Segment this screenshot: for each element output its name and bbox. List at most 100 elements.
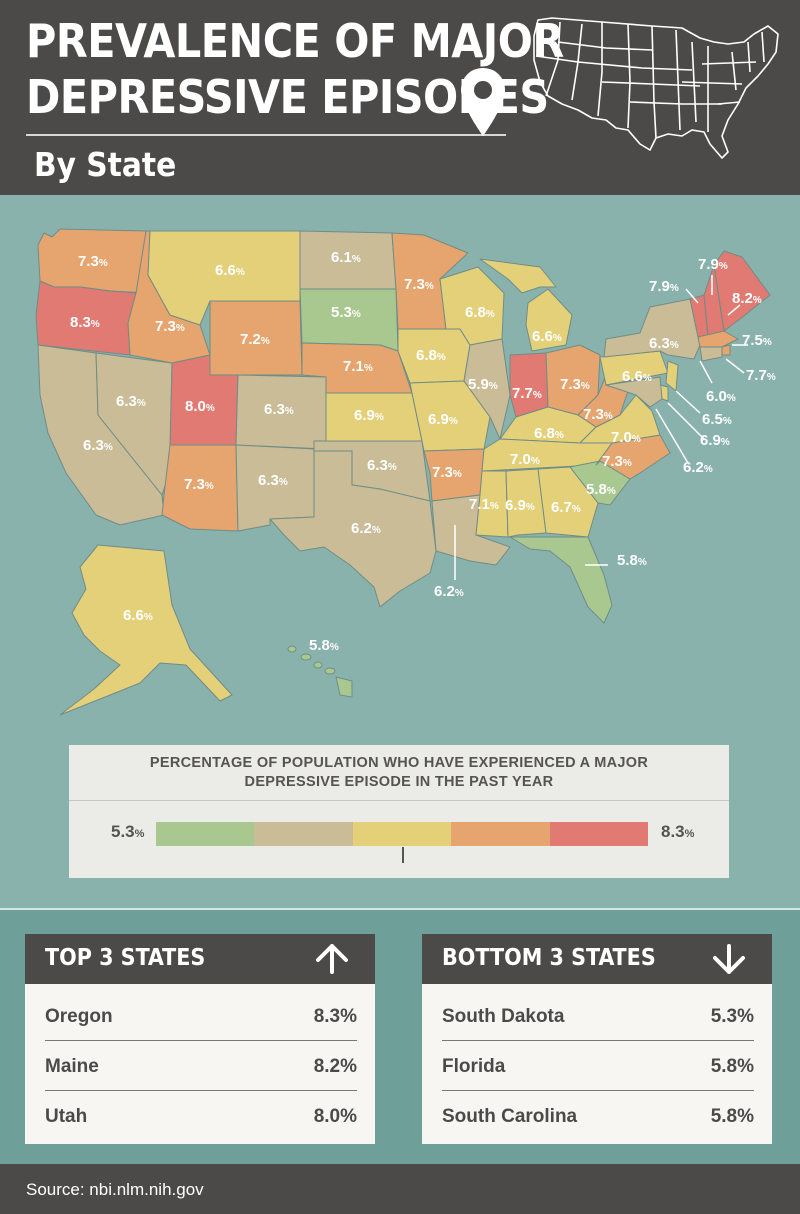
bottom-3-row: South Carolina 5.8% [442,1092,754,1142]
state-value-iowa: 6.8% [416,347,446,364]
title-line-1: PREVALENCE OF MAJOR [26,14,564,68]
state-value-hawaii: 5.8% [309,637,339,654]
state-value-illinois: 5.9% [468,376,498,393]
state-massachusetts [697,330,739,348]
legend-swatch-highest [549,822,648,846]
state-value-ohio: 7.3% [560,376,590,393]
state-value-montana: 6.6% [215,262,245,279]
state-value-new-mexico: 6.3% [258,472,288,489]
section-divider [0,908,800,910]
location-pin-icon [461,68,505,136]
state-connecticut [699,346,723,362]
row-value: 8.0% [313,1106,357,1127]
state-value-michigan: 6.6% [532,328,562,345]
row-value: 8.3% [313,1006,357,1027]
us-outline-icon [533,17,779,159]
state-value-idaho: 7.3% [155,318,185,335]
title-rule [26,134,506,136]
state-alabama [505,468,547,538]
state-value-nebraska: 7.1% [343,358,373,375]
legend-min-label: 5.3% [111,822,145,841]
state-maryland [605,376,663,408]
state-value-missouri: 6.9% [428,411,458,428]
state-value-north-carolina: 7.3% [602,453,632,470]
row-state: Florida [442,1056,506,1077]
state-value-arizona: 7.3% [184,476,214,493]
bottom-3-row: South Dakota 5.3% [442,992,754,1042]
state-value-arkansas: 7.3% [432,464,462,481]
legend-tick [402,847,404,863]
state-value-wisconsin: 6.8% [465,304,495,321]
state-value-maryland: 6.2% [683,459,713,476]
state-value-colorado: 6.3% [264,401,294,418]
state-value-wyoming: 7.2% [240,331,270,348]
legend-swatch-mid [352,822,452,846]
legend-swatch-lowest [156,822,255,846]
subtitle: By State [34,145,177,184]
state-value-alaska: 6.6% [123,607,153,624]
state-value-west-virginia: 7.3% [583,406,613,423]
legend-title: PERCENTAGE OF POPULATION WHO HAVE EXPERI… [69,754,729,792]
legend-title-line-1: PERCENTAGE OF POPULATION WHO HAVE EXPERI… [149,755,649,771]
row-value: 5.3% [710,1006,754,1027]
state-value-massachusetts: 7.5% [742,332,772,349]
state-value-california: 6.3% [83,437,113,454]
row-value: 5.8% [710,1056,754,1077]
legend-title-line-2: DEPRESSIVE EPISODE IN THE PAST YEAR [244,774,554,790]
state-value-louisiana: 6.2% [434,583,464,600]
row-state: Oregon [45,1006,113,1027]
state-value-pennsylvania: 6.6% [622,368,652,385]
legend-max-label: 8.3% [661,822,695,841]
top-3-row: Utah 8.0% [45,1092,357,1142]
state-value-georgia: 6.7% [551,499,581,516]
state-alaska [59,544,233,716]
leader-lines [454,275,748,580]
state-south-carolina [569,460,631,506]
state-hawaii [287,645,353,698]
state-value-kentucky: 6.8% [534,425,564,442]
row-divider [442,1040,754,1041]
top-3-row: Oregon 8.3% [45,992,357,1042]
state-value-indiana: 7.7% [512,385,542,402]
state-texas [269,450,437,608]
state-value-mississippi: 7.1% [469,496,499,513]
top-3-card: TOP 3 STATES Oregon 8.3% Maine 8.2% Utah… [25,934,375,1144]
state-value-new-hampshire: 7.9% [698,256,728,273]
row-state: Maine [45,1056,99,1077]
arrow-down-icon [713,944,745,974]
legend-swatch-high [451,822,550,846]
state-value-south-dakota: 5.3% [331,304,361,321]
bottom-3-title: BOTTOM 3 STATES [442,945,656,971]
row-state: South Carolina [442,1106,578,1127]
row-divider [442,1090,754,1091]
state-rhode-island [721,344,731,356]
legend: PERCENTAGE OF POPULATION WHO HAVE EXPERI… [69,745,729,878]
state-value-connecticut: 6.0% [706,388,736,405]
source-text: Source: nbi.nlm.nih.gov [26,1180,204,1199]
state-value-kansas: 6.9% [354,407,384,424]
state-value-texas: 6.2% [351,520,381,537]
state-value-delaware: 6.9% [700,432,730,449]
state-value-virginia: 7.0% [611,429,641,446]
state-value-alabama: 6.9% [505,497,535,514]
row-divider [45,1090,357,1091]
top-3-header: TOP 3 STATES [25,934,375,984]
row-value: 8.2% [313,1056,357,1077]
legend-divider [69,800,729,801]
state-value-minnesota: 7.3% [404,276,434,293]
bottom-3-header: BOTTOM 3 STATES [422,934,772,984]
state-value-oregon: 8.3% [70,314,100,331]
state-value-tennessee: 7.0% [510,451,540,468]
row-state: South Dakota [442,1006,565,1027]
state-florida [509,536,613,624]
state-value-florida: 5.8% [617,552,647,569]
state-new-york [603,298,701,360]
row-value: 5.8% [710,1106,754,1127]
footer: Source: nbi.nlm.nih.gov [0,1164,800,1214]
bottom-3-card: BOTTOM 3 STATES South Dakota 5.3% Florid… [422,934,772,1144]
state-value-rhode-island: 7.7% [746,367,776,384]
bottom-3-row: Florida 5.8% [442,1042,754,1092]
state-mississippi [475,470,509,538]
state-value-utah: 8.0% [185,398,215,415]
top-3-title: TOP 3 STATES [45,945,206,971]
